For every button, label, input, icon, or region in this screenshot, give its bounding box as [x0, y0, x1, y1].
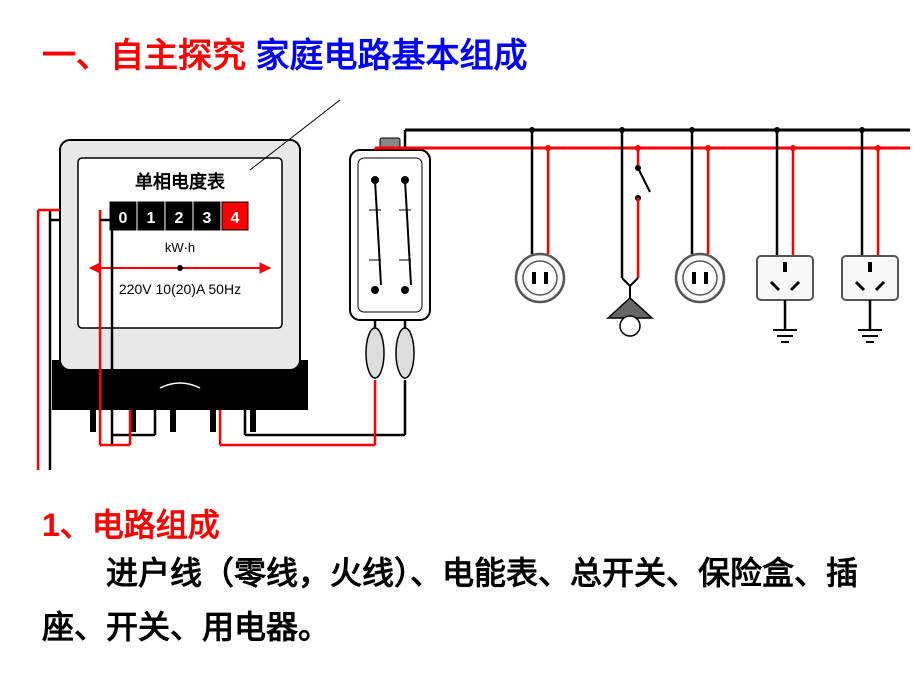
svg-text:1: 1 — [147, 210, 156, 227]
svg-text:4: 4 — [231, 210, 240, 227]
slide-title: 一、自主探究 家庭电路基本组成 — [42, 28, 527, 77]
svg-text:0: 0 — [119, 210, 128, 227]
svg-text:3: 3 — [203, 210, 212, 227]
section-body: 进户线（零线，火线）、电能表、总开关、保险盒、插座、开关、用电器。 — [42, 546, 882, 655]
title-part2: 家庭电路基本组成 — [255, 37, 527, 75]
svg-text:220V 10(20)A 50Hz: 220V 10(20)A 50Hz — [119, 281, 241, 297]
svg-text:kW·h: kW·h — [165, 240, 195, 255]
svg-text:2: 2 — [175, 210, 184, 227]
title-part1: 一、自主探究 — [42, 37, 246, 75]
circuit-diagram: 单相电度表 0 1 2 3 4 kW·h 220V 10(20)A 50Hz — [10, 100, 910, 480]
section-label: 1、电路组成 — [42, 500, 220, 546]
svg-text:单相电度表: 单相电度表 — [135, 171, 226, 192]
